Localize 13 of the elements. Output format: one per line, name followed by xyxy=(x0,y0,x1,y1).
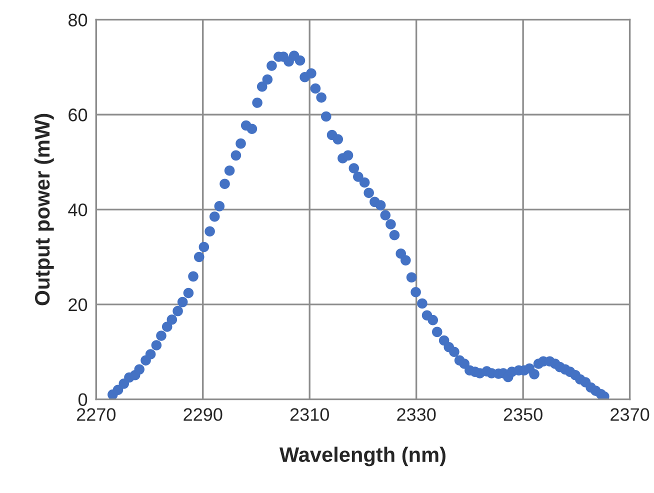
x-tick-label: 2330 xyxy=(397,408,436,421)
x-tick-label: 2310 xyxy=(290,408,329,421)
x-tick-label: 2270 xyxy=(76,408,116,421)
x-tick-label: 2370 xyxy=(610,408,650,421)
y-tick-label: 80 xyxy=(68,14,88,26)
x-tick-label: 2350 xyxy=(504,408,542,421)
y-axis-title: Output power (mW) xyxy=(34,114,54,306)
x-tick-label: 2290 xyxy=(184,408,222,421)
x-axis-title: Wavelength (nm) xyxy=(279,446,446,466)
y-tick-label: 40 xyxy=(68,203,88,216)
y-tick-label: 60 xyxy=(68,108,88,122)
y-tick-label: 20 xyxy=(68,298,88,312)
y-tick-label: 0 xyxy=(78,393,88,406)
